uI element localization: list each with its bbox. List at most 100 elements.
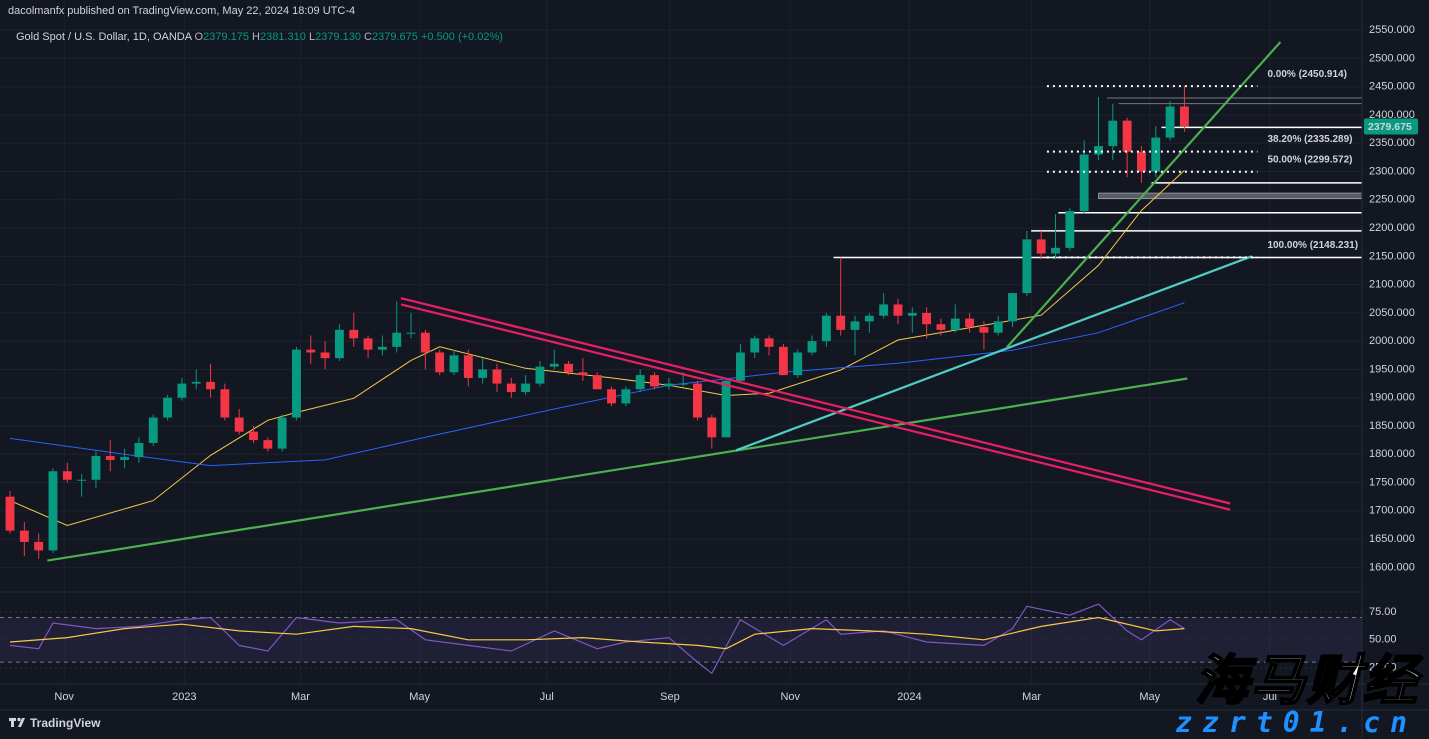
candle-body bbox=[993, 321, 1003, 333]
candle-body bbox=[449, 355, 459, 373]
candle-body bbox=[778, 346, 788, 376]
fib-label: 100.00% (2148.231) bbox=[1267, 240, 1358, 251]
y-tick-label: 1600.000 bbox=[1369, 561, 1415, 573]
candle-body bbox=[220, 389, 230, 418]
candle-body bbox=[578, 372, 588, 376]
x-tick-label: Sep bbox=[660, 691, 680, 703]
candle-body bbox=[607, 389, 616, 404]
candle-body bbox=[549, 363, 559, 367]
candle-body bbox=[34, 541, 44, 551]
ohlc-value: 2379.130 bbox=[315, 31, 361, 43]
candle-body bbox=[793, 352, 803, 376]
candle-body bbox=[163, 397, 173, 418]
candle-body bbox=[678, 383, 688, 385]
candle-body bbox=[420, 332, 430, 353]
candle-body bbox=[1137, 151, 1146, 172]
candle-body bbox=[864, 315, 874, 322]
candle-body bbox=[77, 479, 87, 481]
candle-body bbox=[764, 338, 774, 347]
x-tick-label: Nov bbox=[54, 691, 74, 703]
candle-body bbox=[707, 417, 717, 438]
candle-body bbox=[950, 318, 960, 330]
y-tick-label: 2150.000 bbox=[1369, 250, 1415, 262]
y-tick-label: 2000.000 bbox=[1369, 335, 1415, 347]
candle-body bbox=[936, 324, 946, 330]
x-tick-label: Mar bbox=[291, 691, 310, 703]
rsi-line bbox=[9, 603, 1185, 675]
candle-body bbox=[234, 417, 244, 432]
y-tick-label: 1650.000 bbox=[1369, 533, 1415, 545]
candle-body bbox=[564, 363, 574, 373]
candle-body bbox=[492, 369, 502, 384]
y-tick-label: 1750.000 bbox=[1369, 476, 1415, 488]
candle-body bbox=[1108, 120, 1118, 147]
candle-body bbox=[1179, 106, 1189, 127]
trendline bbox=[47, 377, 1188, 562]
last-price-label: 2379.675 bbox=[1368, 121, 1412, 133]
ohlc-key: H bbox=[252, 31, 260, 43]
candle-body bbox=[105, 455, 115, 460]
candle-body bbox=[148, 417, 158, 443]
trendline bbox=[400, 297, 1231, 505]
y-tick-label: 2400.000 bbox=[1369, 109, 1415, 121]
x-tick-label: Nov bbox=[780, 691, 800, 703]
x-tick-label: May bbox=[1139, 691, 1160, 703]
candle-body bbox=[392, 332, 402, 347]
candle-body bbox=[177, 383, 187, 398]
y-tick-label: 2200.000 bbox=[1369, 222, 1415, 234]
x-tick-label: Jul bbox=[540, 691, 554, 703]
candle-body bbox=[836, 315, 846, 330]
candle-body bbox=[635, 375, 645, 390]
y-tick-label: 2250.000 bbox=[1369, 194, 1415, 206]
zone bbox=[1098, 192, 1363, 199]
candle-body bbox=[1036, 239, 1046, 254]
y-tick-label: 2500.000 bbox=[1369, 52, 1415, 64]
candle-body bbox=[693, 383, 702, 418]
ohlc-value: 2379.675 bbox=[371, 31, 418, 43]
y-tick-label: 1900.000 bbox=[1369, 392, 1415, 404]
watermark-site: zzrt01.cn bbox=[1175, 706, 1417, 739]
candle-body bbox=[292, 349, 301, 418]
candle-body bbox=[363, 338, 373, 350]
candle-body bbox=[277, 417, 287, 449]
y-tick-label: 2450.000 bbox=[1369, 81, 1415, 93]
ohlc-value: 2381.310 bbox=[260, 31, 306, 43]
candle-body bbox=[535, 366, 545, 384]
candle-body bbox=[62, 471, 72, 480]
x-tick-label: Mar bbox=[1022, 691, 1041, 703]
change: +0.500 (+0.02%) bbox=[420, 31, 503, 43]
candle-body bbox=[478, 369, 488, 378]
y-tick-label: 1850.000 bbox=[1369, 420, 1415, 432]
y-tick-label: 50.00 bbox=[1369, 634, 1397, 646]
candle-body bbox=[922, 312, 932, 325]
candle-body bbox=[463, 355, 473, 378]
y-tick-label: 1700.000 bbox=[1369, 505, 1415, 517]
publisher: dacolmanfx published on TradingView.com,… bbox=[8, 5, 356, 17]
footer-brand: TradingView bbox=[30, 716, 101, 730]
candle-body bbox=[19, 530, 29, 542]
legend: Gold Spot / U.S. Dollar, 1D, OANDA O2379… bbox=[16, 31, 503, 43]
candle-body bbox=[1165, 106, 1175, 138]
candle-body bbox=[377, 346, 387, 350]
candle-body bbox=[5, 496, 15, 531]
candle-body bbox=[893, 304, 903, 316]
rsi-line bbox=[9, 616, 1185, 650]
y-tick-label: 1800.000 bbox=[1369, 448, 1415, 460]
candle-body bbox=[435, 352, 445, 373]
candle-body bbox=[120, 457, 130, 460]
fib-label: 38.20% (2335.289) bbox=[1267, 134, 1352, 145]
candle-body bbox=[1022, 239, 1032, 294]
trendline bbox=[735, 255, 1253, 452]
candle-body bbox=[1122, 120, 1132, 152]
candle-body bbox=[134, 442, 144, 458]
candle-body bbox=[506, 383, 516, 393]
fib-label: 0.00% (2450.914) bbox=[1267, 69, 1347, 80]
candle-body bbox=[349, 329, 359, 339]
x-tick-label: 2023 bbox=[172, 691, 196, 703]
candle-body bbox=[879, 304, 889, 316]
candle-body bbox=[1008, 293, 1017, 322]
candle-body bbox=[48, 471, 58, 551]
candle-body bbox=[1094, 146, 1103, 155]
candle-body bbox=[406, 332, 416, 334]
